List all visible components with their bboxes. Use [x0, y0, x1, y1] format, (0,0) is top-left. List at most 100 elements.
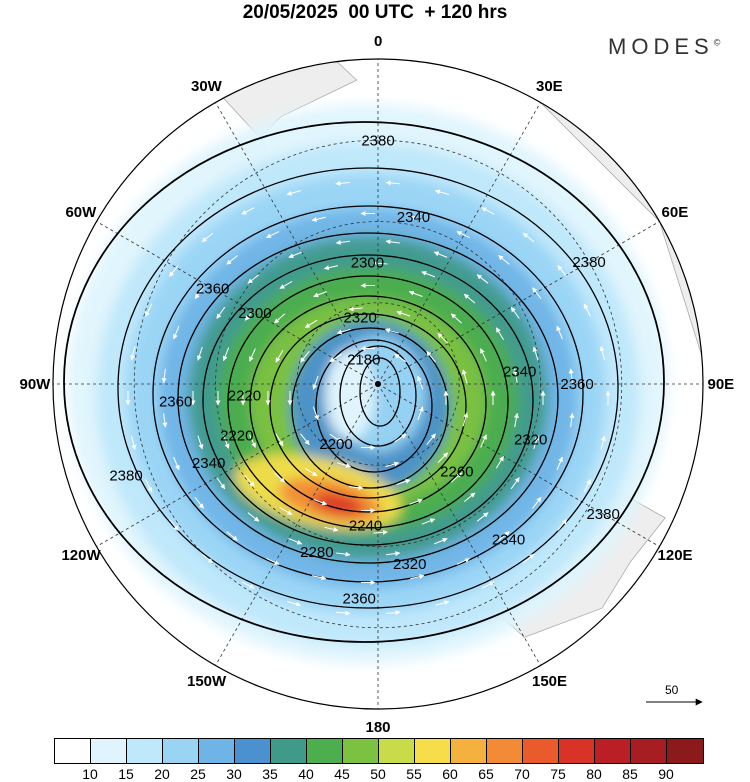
contour-label-text: 2200	[319, 436, 352, 453]
wind-arrow	[336, 551, 351, 557]
wind-arrow	[130, 346, 136, 361]
colorbar-tick-label: 40	[298, 766, 314, 782]
wind-arrow	[532, 346, 539, 361]
latitude-circle	[133, 139, 623, 629]
wind-arrow	[533, 435, 540, 450]
longitude-label: 180	[365, 718, 391, 736]
longitude-label: 90E	[707, 375, 735, 393]
wind-arrow	[275, 349, 284, 363]
wind-vectors	[125, 180, 611, 616]
longitude-label: 30W	[191, 78, 222, 96]
wind-arrow	[532, 496, 542, 509]
wind-arrow	[433, 251, 448, 258]
wind-arrow	[300, 350, 310, 363]
contour-label: 2220	[228, 388, 261, 405]
wind-arrow	[408, 290, 423, 297]
wind-arrow	[583, 303, 591, 317]
wind-arrow	[265, 231, 280, 239]
wind-arrow	[583, 479, 591, 493]
lat-lon-grid	[53, 59, 703, 709]
wind-arrow	[498, 255, 510, 265]
colorbar-segment	[343, 739, 379, 763]
wind-arrow	[600, 435, 606, 450]
contour-line	[315, 339, 433, 473]
wind-arrow	[162, 413, 168, 428]
colorbar-tick-label: 30	[226, 766, 242, 782]
longitude-label: 120W	[61, 547, 101, 564]
wind-arrow	[437, 332, 449, 344]
wind-arrow	[456, 231, 470, 239]
colorbar-tick-label: 55	[406, 766, 422, 782]
wind-arrow	[532, 287, 542, 300]
shading-band	[325, 350, 375, 440]
meridian-line	[96, 221, 379, 385]
wind-arrow	[450, 313, 462, 324]
wind-arrow	[222, 347, 230, 362]
wind-arrow	[348, 306, 363, 312]
wind-arrow	[510, 477, 520, 490]
wind-arrow	[435, 600, 450, 606]
colorbar-tick-label: 60	[442, 766, 458, 782]
contour-label: 2340	[397, 209, 430, 226]
jet-core-band	[312, 492, 364, 516]
wind-arrow	[557, 265, 567, 277]
contour-label-text: 2360	[159, 394, 192, 411]
colorbar-tick-label: 20	[154, 766, 170, 782]
wind-arrow	[385, 461, 400, 468]
contour-label-text: 2300	[238, 305, 271, 322]
colorbar-tick-label: 15	[118, 766, 134, 782]
longitude-label: 120E	[657, 547, 693, 564]
brand-text: MODES	[608, 34, 714, 59]
wind-arrow	[476, 512, 489, 522]
contour-label: 2360	[196, 281, 229, 298]
wind-arrow	[249, 434, 256, 448]
wind-arrow	[417, 375, 424, 390]
colorbar-segment	[487, 739, 523, 763]
colorbar-segment	[55, 739, 91, 763]
wind-arrow	[312, 375, 319, 390]
wind-arrow	[456, 557, 471, 565]
wind-arrow	[223, 435, 230, 449]
wind-arrow	[434, 189, 450, 195]
contour-line	[227, 275, 509, 529]
contour-line	[291, 327, 449, 489]
colorbar-segment	[595, 739, 631, 763]
contour-label: 2200	[319, 436, 352, 453]
contour-label-text: 2260	[440, 464, 473, 481]
contour-label-text: 2380	[109, 468, 142, 485]
colorbar-segment	[307, 739, 343, 763]
wind-arrow	[226, 255, 238, 265]
contour-label-text: 2240	[349, 518, 382, 535]
contour-label: 2340	[192, 455, 225, 472]
wind-arrow	[247, 274, 260, 284]
colorbar-tick-label: 25	[190, 766, 206, 782]
wind-arrow	[386, 610, 401, 616]
wind-arrow	[385, 239, 400, 245]
wind-arrow	[513, 412, 519, 428]
contour-label-text: 2340	[192, 455, 225, 472]
wind-arrow	[335, 180, 350, 186]
wind-arrow	[495, 455, 504, 469]
contour-line	[269, 313, 467, 499]
wind-arrow	[556, 456, 563, 471]
wind-arrow	[409, 215, 425, 221]
wind-arrow	[463, 492, 476, 503]
longitude-label: 150W	[187, 672, 227, 690]
wind-arrow	[312, 406, 319, 421]
wind-arrow	[226, 531, 238, 541]
wind-arrow	[266, 557, 280, 565]
wind-arrow	[197, 435, 204, 450]
colorbar	[54, 738, 704, 764]
wind-arrow	[304, 467, 318, 477]
contour-label-text: 2320	[514, 432, 547, 449]
wind-arrow	[196, 346, 203, 361]
wind-arrow	[522, 553, 535, 564]
colorbar-segment	[451, 739, 487, 763]
wind-arrow	[384, 328, 399, 334]
wind-arrow	[173, 456, 180, 471]
copyright-mark: ©	[713, 37, 721, 48]
meridian-line	[377, 221, 660, 385]
wind-arrow	[201, 232, 214, 243]
meridian-line	[96, 383, 379, 547]
wind-speed-shading	[68, 104, 668, 664]
